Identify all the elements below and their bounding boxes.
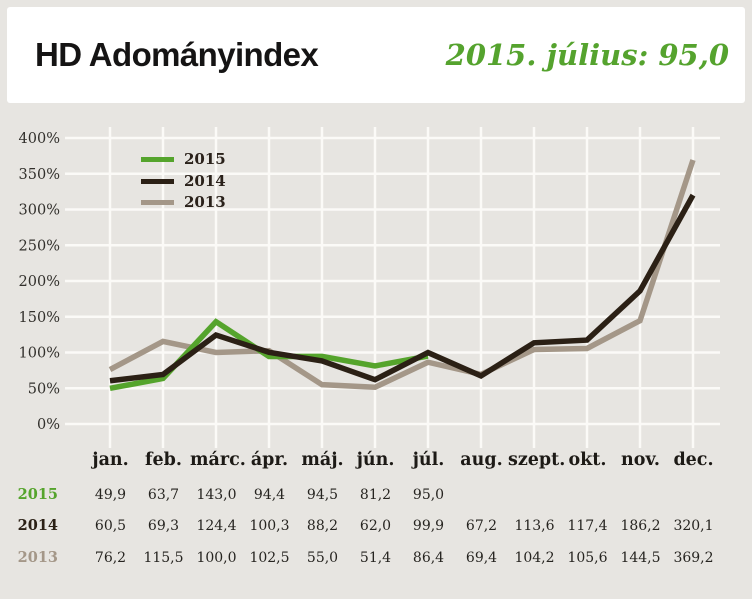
value-cell: 69,3 [147,518,180,535]
value-cell: 67,2 [465,518,498,535]
monthly-values-table: jan. feb. márc. ápr. máj. jún. júl. aug. szept. o… [0,443,752,574]
month-header-cell: dec. [673,450,714,471]
legend-swatch-2014 [141,178,174,184]
y-axis-tick-label: 100% [19,346,60,362]
value-cell: 117,4 [567,518,608,535]
month-header-cell: máj. [301,450,344,471]
value-cell: 104,2 [514,549,555,566]
value-cell: 63,7 [147,486,180,503]
value-cell: 81,2 [359,486,392,503]
value-cell: 144,5 [620,549,661,566]
value-cell: 105,6 [567,549,608,566]
value-cell: 102,5 [249,549,290,566]
month-header-row: jan. feb. márc. ápr. máj. jún. júl. aug. szept. o… [0,443,752,479]
year-label: 2015 [17,485,58,503]
value-cell: 124,4 [196,518,237,535]
donation-index-line-chart: 0% 50% 100% 150% 200% 250% 300% 350% 400% [19,127,720,448]
value-cell: 113,6 [514,518,555,535]
value-cell: 320,1 [673,518,714,535]
month-header-cell: szept. [508,450,566,471]
series-line-2014 [109,193,696,384]
page-title: HD Adományindex [35,36,319,73]
month-header-cell: nov. [621,450,660,471]
value-cell: 95,0 [412,486,445,503]
value-cell: 94,4 [253,486,286,503]
month-header-cell: ápr. [250,450,289,471]
month-header-cell: okt. [568,450,607,471]
month-header-cell: jún. [356,450,395,471]
month-header-cell: feb. [145,450,182,471]
value-cell: 51,4 [359,549,392,566]
legend-item-2013: 2013 [141,192,226,214]
y-axis-tick-label: 50% [28,381,60,397]
month-header-cell: júl. [412,450,445,471]
value-cell: 369,2 [673,549,714,566]
year-label: 2014 [17,517,58,534]
value-cell: 86,4 [412,549,445,566]
y-axis-tick-label: 200% [19,274,60,290]
month-header-cell: jan. [92,450,129,471]
y-axis-tick-label: 350% [19,167,60,183]
y-axis-tick-label: 0% [37,417,60,433]
table-row-2015: 2015 49,9 63,7 143,0 94,4 94,5 81,2 95,0 [0,479,752,511]
value-cell: 88,2 [306,518,339,535]
value-cell: 49,9 [94,486,127,503]
value-cell: 99,9 [412,518,445,535]
legend-label-2014: 2014 [184,171,226,190]
value-cell: 100,0 [196,549,237,566]
value-cell: 100,3 [249,518,290,535]
value-cell: 115,5 [143,549,184,566]
legend-label-2013: 2013 [184,193,226,212]
series-line-2015 [109,318,429,392]
series-line-2013 [108,159,696,391]
y-axis-tick-label: 300% [19,203,60,219]
value-cell: 62,0 [359,518,392,535]
legend-item-2015: 2015 [141,149,226,171]
value-cell: 94,5 [306,486,339,503]
value-cell: 60,5 [94,518,127,535]
month-header-cell: márc. [190,450,246,471]
y-axis-tick-label: 400% [19,131,60,147]
value-cell: 76,2 [94,549,127,566]
legend-item-2014: 2014 [141,171,226,193]
header-card: HD Adományindex 2015. július: 95,0 [7,7,745,103]
legend-label-2015: 2015 [184,150,226,169]
legend-swatch-2013 [141,200,174,206]
month-header-cell: aug. [460,450,503,471]
chart-legend: 2015 2014 2013 [141,149,226,214]
value-cell: 186,2 [620,518,661,535]
current-index-headline: 2015. július: 95,0 [445,38,729,72]
table-row-2013: 2013 76,2 115,5 100,0 102,5 55,0 51,4 86,4 69,4 1… [0,542,752,574]
legend-swatch-2015 [141,157,174,163]
table-row-2014: 2014 60,5 69,3 124,4 100,3 88,2 62,0 99,9 67,2 11… [0,511,752,543]
y-axis-tick-label: 150% [19,310,60,326]
year-label: 2013 [17,548,58,566]
value-cell: 69,4 [465,549,498,566]
value-cell: 143,0 [196,486,237,503]
value-cell: 55,0 [306,549,339,566]
y-axis-tick-label: 250% [19,238,60,254]
